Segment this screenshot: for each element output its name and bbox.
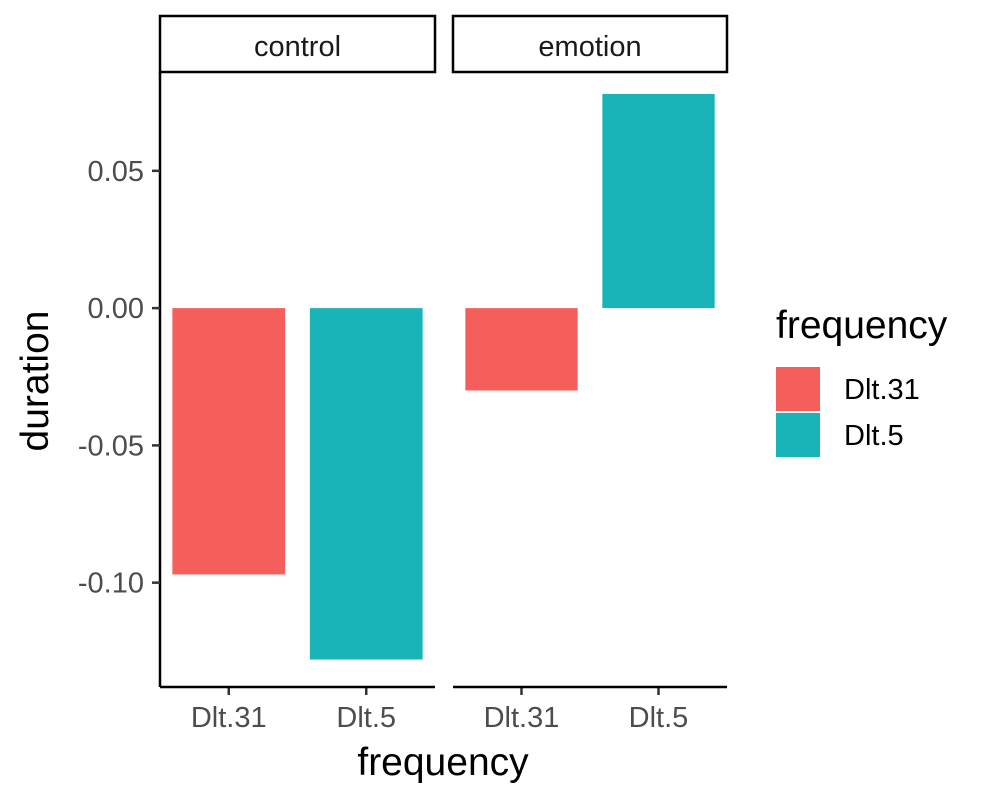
x-tick-label: Dlt.5: [629, 702, 689, 734]
x-tick-label: Dlt.31: [191, 702, 267, 734]
x-tick-label: Dlt.5: [336, 702, 396, 734]
facet-panel-control: control Dlt.31 Dlt.5: [158, 14, 437, 734]
facet-strip-emotion: [451, 14, 729, 74]
bar-control-Dlt.5: [309, 308, 423, 660]
bar-emotion-Dlt.5: [602, 93, 715, 309]
y-tick-label: 0.05: [88, 156, 144, 188]
facets: control Dlt.31 Dlt.5 emotion Dlt.31 Dlt.5: [158, 14, 729, 734]
y-tick-label: 0.00: [88, 293, 144, 325]
y-tick-label: -0.10: [78, 568, 144, 600]
legend-key-Dlt.31: [776, 367, 820, 411]
facet-panel-emotion: emotion Dlt.31 Dlt.5: [451, 14, 729, 734]
y-axis: 0.05 0.00 -0.05 -0.10: [78, 72, 162, 687]
bar-control-Dlt.31: [172, 308, 286, 575]
y-tick-label: -0.05: [78, 430, 144, 462]
legend-label: Dlt.31: [844, 374, 920, 406]
y-axis-title: duration: [14, 311, 57, 452]
facet-strip-control: [158, 14, 437, 74]
legend-label: Dlt.5: [844, 420, 904, 452]
facet-strip-label: control: [254, 31, 341, 63]
x-tick-label: Dlt.31: [484, 702, 560, 734]
legend-key-Dlt.5: [776, 413, 820, 457]
legend: frequency Dlt.31 Dlt.5: [776, 304, 948, 457]
bar-emotion-Dlt.31: [465, 308, 578, 391]
x-axis-title: frequency: [357, 741, 529, 784]
legend-title: frequency: [776, 304, 948, 347]
facet-strip-label: emotion: [538, 31, 641, 63]
